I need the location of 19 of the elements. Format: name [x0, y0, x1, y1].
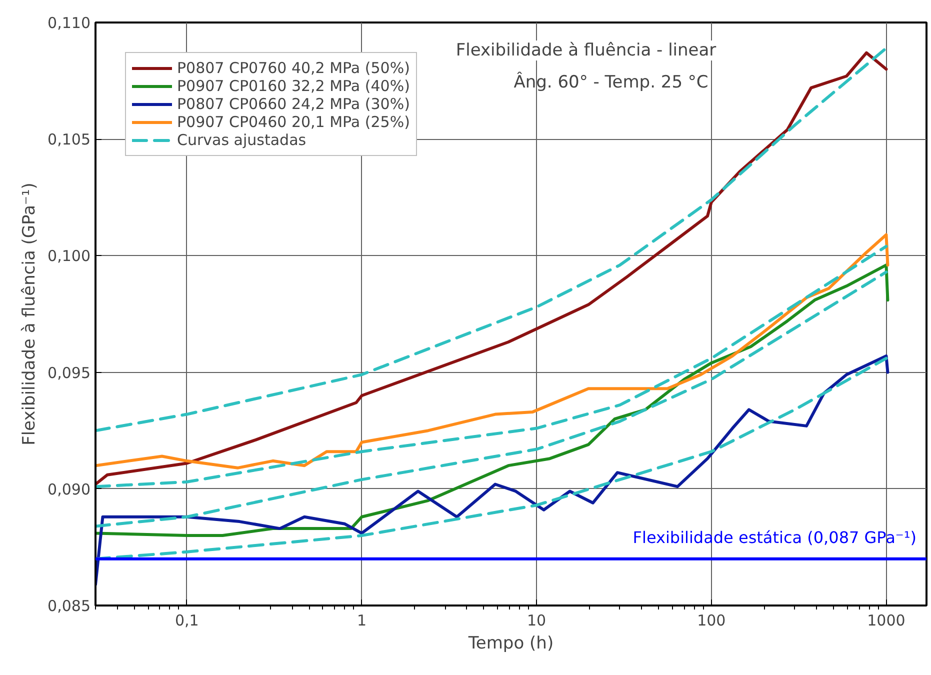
- x-tick-label: 1: [356, 612, 367, 630]
- y-axis-title: Flexibilidade à fluência (GPa⁻¹): [20, 182, 40, 446]
- legend-label: P0807 CP0760 40,2 MPa (50%): [177, 59, 410, 77]
- legend-label: P0907 CP0160 32,2 MPa (40%): [177, 77, 410, 95]
- text: Flexibilidade à fluência - linear: [456, 40, 716, 60]
- legend-label: P0807 CP0660 24,2 MPa (30%): [177, 95, 410, 113]
- x-tick-label: 0,1: [174, 612, 199, 630]
- x-tick-label: 100: [697, 612, 726, 630]
- legend-label: P0907 CP0460 20,1 MPa (25%): [177, 113, 410, 131]
- y-tick-label: 0,085: [48, 597, 91, 615]
- x-tick-label: 1000: [867, 612, 906, 630]
- legend-label: Curvas ajustadas: [177, 131, 306, 149]
- y-tick-label: 0,110: [48, 14, 91, 32]
- y-tick-label: 0,100: [48, 247, 91, 266]
- y-tick-label: 0,090: [48, 480, 91, 498]
- y-tick-label: 0,105: [48, 130, 91, 149]
- x-axis-title: Tempo (h): [467, 634, 554, 654]
- x-tick-label: 10: [527, 612, 546, 630]
- y-tick-label: 0,095: [48, 364, 91, 382]
